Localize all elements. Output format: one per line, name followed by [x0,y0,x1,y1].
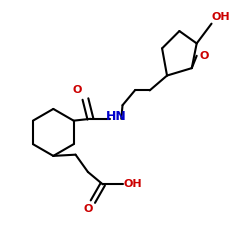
Text: O: O [83,204,92,214]
Text: OH: OH [212,12,230,22]
Text: OH: OH [124,179,142,189]
Text: HN: HN [106,110,127,123]
Text: O: O [199,51,208,61]
Text: O: O [72,85,82,95]
